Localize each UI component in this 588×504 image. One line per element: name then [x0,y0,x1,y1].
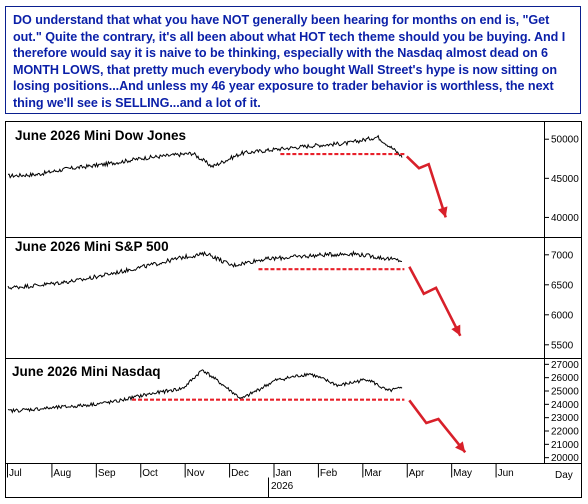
dow-y-ticks: 40000 45000 50000 [544,135,579,224]
x-tick-label: Jul [9,468,22,479]
sp500-projection-arrow [408,266,462,337]
projection-path [408,399,467,454]
panel-sp500: June 2026 Mini S&P 500 5500 6000 6500 7000 [7,239,574,351]
panel-title-nasdaq: June 2026 Mini Nasdaq [12,364,161,379]
y-tick-label: 7000 [551,250,574,261]
dow-projection-arrow [405,155,448,218]
nasdaq-price-line [7,369,403,414]
y-tick-label: 5500 [551,340,574,351]
projection-path [405,155,447,218]
sp500-price-line [7,250,403,290]
projection-arrowhead [455,441,466,453]
x-axis-months: Jul Aug Sep Oct Nov Dec Jan Feb Mar Apr May Jun [7,463,514,479]
commentary-box: DO understand that what you have NOT gen… [5,6,581,114]
y-tick-label: 22000 [551,427,579,438]
sp500-y-ticks: 5500 6000 6500 7000 [544,250,574,351]
y-tick-label: 21000 [551,440,579,451]
nasdaq-projection-arrow [408,399,467,454]
y-tick-label: 6500 [551,280,574,291]
y-tick-label: 26000 [551,373,579,384]
panel-dow: June 2026 Mini Dow Jones 40000 45000 50000 [7,128,579,224]
x-tick-label: Mar [364,468,382,479]
panel-title-dow: June 2026 Mini Dow Jones [15,128,186,143]
y-tick-label: 20000 [551,453,579,464]
x-tick-label: Jan [276,468,292,479]
x-tick-label: Oct [142,468,158,479]
y-tick-label: 6000 [551,310,574,321]
y-tick-label: 50000 [551,135,579,146]
panel-title-sp500: June 2026 Mini S&P 500 [15,239,169,254]
x-tick-label: Feb [320,468,338,479]
y-tick-label: 23000 [551,413,579,424]
nasdaq-y-ticks: 20000 21000 22000 23000 24000 25000 26000 27000 [544,360,579,464]
commentary-text: DO understand that what you have NOT gen… [13,13,566,110]
x-tick-label: Dec [231,468,249,479]
dow-price-line [7,134,403,179]
projection-arrowhead [451,324,461,336]
x-tick-label: Apr [409,468,425,479]
x-tick-label: Sep [98,468,116,479]
x-tick-label: Jun [498,468,514,479]
x-tick-label: Aug [53,468,71,479]
x-tick-label: Nov [187,468,205,479]
y-tick-label: 24000 [551,400,579,411]
projection-path [408,266,462,337]
projection-arrowhead [437,206,448,218]
x-axis-day-label: Day [555,470,573,481]
x-tick-label: May [453,468,472,479]
y-tick-label: 27000 [551,360,579,371]
x-axis-year: 2026 [271,481,294,492]
y-tick-label: 45000 [551,174,579,185]
chart-frame [5,121,582,498]
panel-nasdaq: June 2026 Mini Nasdaq 20000 21000 22000 230… [7,360,579,464]
y-tick-label: 40000 [551,213,579,224]
y-tick-label: 25000 [551,387,579,398]
